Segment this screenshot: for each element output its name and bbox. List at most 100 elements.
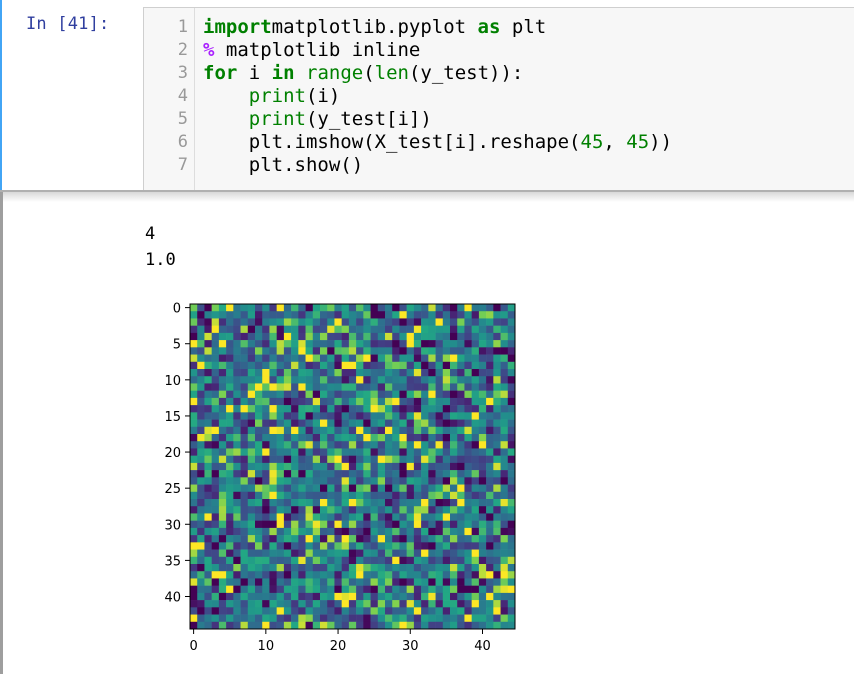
- heatmap-cell: [421, 455, 429, 464]
- heatmap-cell: [255, 369, 263, 377]
- heatmap-cell: [320, 491, 328, 500]
- heatmap-cell: [399, 397, 407, 406]
- heatmap-cell: [500, 325, 509, 334]
- heatmap-cell: [442, 549, 451, 558]
- heatmap-cell: [428, 607, 436, 615]
- heatmap-cell: [255, 383, 263, 391]
- heatmap-cell: [341, 491, 350, 500]
- heatmap-cell: [450, 369, 458, 377]
- heatmap-cell: [247, 491, 256, 500]
- heatmap-cell: [442, 527, 451, 536]
- heatmap-cell: [298, 600, 306, 608]
- heatmap-cell: [392, 520, 400, 529]
- heatmap-cell: [363, 513, 371, 521]
- heatmap-cell: [377, 592, 386, 601]
- heatmap-cell: [356, 311, 364, 319]
- heatmap-cell: [413, 600, 422, 608]
- heatmap-cell: [348, 585, 357, 594]
- heatmap-cell: [356, 506, 364, 514]
- heatmap-cell: [334, 434, 342, 442]
- heatmap-cell: [450, 535, 458, 543]
- heatmap-cell: [507, 556, 516, 565]
- heatmap-cell: [320, 325, 328, 334]
- heatmap-cell: [377, 383, 386, 391]
- heatmap-cell: [197, 332, 205, 341]
- heatmap-cell: [211, 513, 220, 521]
- heatmap-cell: [283, 535, 292, 543]
- heatmap-cell: [327, 332, 335, 341]
- heatmap-cell: [233, 405, 241, 413]
- heatmap-cell: [406, 376, 415, 384]
- heatmap-cell: [428, 318, 436, 326]
- heatmap-cell: [507, 571, 516, 579]
- heatmap-cell: [370, 614, 379, 623]
- heatmap-cell: [435, 491, 444, 500]
- heatmap-cell: [211, 578, 220, 586]
- heatmap-cell: [305, 621, 314, 630]
- heatmap-cell: [283, 621, 292, 630]
- heatmap-cell: [269, 621, 277, 630]
- heatmap-cell: [385, 332, 393, 341]
- heatmap-cell: [478, 419, 487, 428]
- heatmap-cell: [500, 499, 509, 507]
- heatmap-cell: [204, 542, 212, 550]
- heatmap-cell: [406, 564, 415, 572]
- heatmap-cell: [255, 527, 263, 536]
- heatmap-cell: [363, 477, 371, 485]
- heatmap-cell: [204, 462, 212, 471]
- heatmap-cell: [457, 369, 465, 377]
- heatmap-cell: [464, 592, 472, 601]
- heatmap-cell: [457, 499, 465, 507]
- heatmap-cell: [450, 354, 458, 363]
- heatmap-cell: [312, 621, 321, 630]
- heatmap-cell: [478, 390, 487, 399]
- heatmap-cell: [478, 542, 487, 550]
- heatmap-cell: [507, 621, 516, 630]
- heatmap-cell: [392, 614, 400, 623]
- code-cell-editor[interactable]: 1 importmatplotlib.pyplot as plt 2% matplo…: [143, 7, 854, 191]
- heatmap-cell: [435, 513, 444, 521]
- heatmap-cell: [312, 614, 321, 623]
- heatmap-cell: [218, 556, 227, 565]
- heatmap-cell: [493, 592, 501, 601]
- heatmap-cell: [493, 585, 501, 594]
- heatmap-cell: [298, 491, 306, 500]
- heatmap-cell: [392, 412, 400, 420]
- heatmap-cell: [500, 578, 509, 586]
- heatmap-cell: [385, 304, 393, 312]
- heatmap-cell: [392, 318, 400, 326]
- heatmap-cell: [211, 347, 220, 355]
- heatmap-cell: [341, 397, 350, 406]
- heatmap-cell: [442, 592, 451, 601]
- heatmap-cell: [218, 383, 227, 391]
- heatmap-cell: [240, 607, 249, 615]
- heatmap-cell: [450, 542, 458, 550]
- heatmap-cell: [262, 556, 270, 565]
- heatmap-cell: [507, 376, 516, 384]
- heatmap-cell: [500, 484, 509, 493]
- heatmap-cell: [283, 325, 292, 334]
- heatmap-cell: [305, 578, 314, 586]
- heatmap-cell: [457, 564, 465, 572]
- heatmap-cell: [247, 607, 256, 615]
- heatmap-cell: [305, 325, 314, 334]
- heatmap-cell: [399, 325, 407, 334]
- heatmap-cell: [450, 412, 458, 420]
- heatmap-cell: [457, 592, 465, 601]
- heatmap-cell: [413, 484, 422, 493]
- heatmap-cell: [406, 455, 415, 464]
- heatmap-cell: [334, 527, 342, 536]
- heatmap-cell: [435, 304, 444, 312]
- heatmap-cell: [247, 311, 256, 319]
- heatmap-cell: [356, 484, 364, 493]
- heatmap-cell: [363, 585, 371, 594]
- heatmap-cell: [392, 462, 400, 471]
- heatmap-cell: [298, 571, 306, 579]
- heatmap-cell: [406, 397, 415, 406]
- heatmap-cell: [305, 491, 314, 500]
- heatmap-cell: [312, 325, 321, 334]
- heatmap-cell: [377, 462, 386, 471]
- heatmap-cell: [269, 347, 277, 355]
- heatmap-cell: [493, 549, 501, 558]
- heatmap-cell: [341, 332, 350, 341]
